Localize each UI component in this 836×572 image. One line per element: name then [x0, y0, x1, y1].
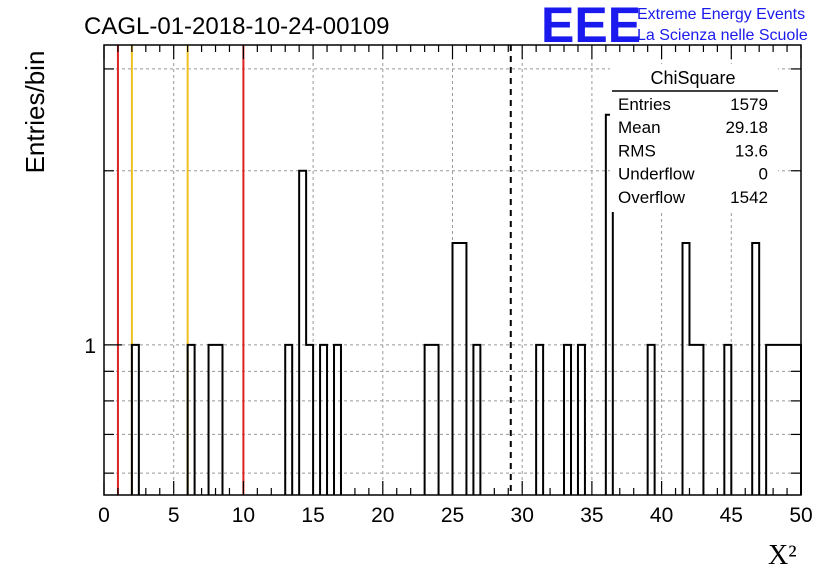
x-tick-label: 50 [789, 504, 812, 527]
x-tick-label: 10 [232, 504, 255, 527]
logo-line1: Extreme Energy Events [637, 6, 805, 23]
stats-row-value: 0 [759, 165, 768, 184]
stats-rows: Entries 1579 Mean 29.18 RMS 13.6 Underflow 0 Ove… [618, 95, 768, 207]
chart-title: CAGL-01-2018-10-24-00109 [84, 13, 390, 40]
x-tick-label: 40 [650, 504, 673, 527]
x-tick-labels: 0 5 10 15 20 25 30 35 40 45 50 [98, 504, 813, 527]
x-axis-label: X² [768, 540, 797, 571]
logo-mark: EEE [541, 0, 641, 53]
y-axis-label: Entries/bin [20, 51, 50, 174]
stats-row-value: 1579 [730, 95, 768, 114]
x-tick-label: 15 [301, 504, 324, 527]
stats-row-value: 13.6 [735, 141, 768, 160]
stats-row-label: RMS [618, 141, 656, 160]
x-tick-label: 30 [511, 504, 534, 527]
stats-box-background [610, 64, 778, 212]
stats-row-label: Mean [618, 118, 661, 137]
x-tick-label: 5 [168, 504, 180, 527]
axis-ticks [103, 45, 802, 495]
stats-row-value: 1542 [730, 188, 768, 207]
stats-row-label: Overflow [618, 188, 686, 207]
histogram-outline [130, 113, 802, 495]
eee-logo: EEE Extreme Energy Events La Scienza nel… [541, 0, 808, 53]
x-tick-label: 35 [580, 504, 603, 527]
y-tick-label: 1 [84, 335, 96, 358]
stats-row-value: 29.18 [725, 118, 768, 137]
x-tick-label: 25 [441, 504, 464, 527]
stats-box: ChiSquare Entries 1579 Mean 29.18 RMS 13.6 Und… [610, 64, 778, 212]
y-tick-labels: 1 [84, 335, 96, 358]
x-tick-label: 0 [98, 504, 110, 527]
x-tick-label: 45 [720, 504, 743, 527]
logo-line2: La Scienza nelle Scuole [637, 27, 808, 44]
x-tick-label: 20 [371, 504, 394, 527]
stats-title: ChiSquare [650, 68, 735, 88]
stats-row-label: Entries [618, 95, 671, 114]
stats-row-label: Underflow [618, 165, 695, 184]
